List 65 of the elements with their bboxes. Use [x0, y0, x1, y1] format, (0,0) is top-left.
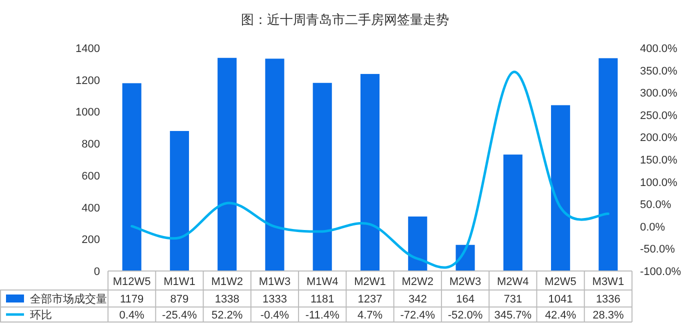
data-label: 345.7% — [494, 310, 532, 322]
data-label: 1336 — [596, 294, 620, 306]
bar — [360, 74, 380, 271]
legend-label: 全部市场成交量 — [30, 292, 107, 306]
x-tick-label: M12W5 — [112, 276, 151, 288]
x-tick-label: M2W5 — [544, 276, 576, 288]
bar — [598, 58, 618, 271]
x-tick-label: M2W4 — [497, 276, 529, 288]
y2-tick-label: 200.0% — [640, 132, 678, 144]
data-label: -52.0% — [448, 310, 483, 322]
x-tick-label: M1W1 — [164, 276, 196, 288]
y2-tick-label: 50.0% — [640, 199, 672, 212]
data-label: 4.7% — [357, 310, 383, 322]
data-label: 342 — [408, 294, 427, 306]
data-label: 731 — [504, 294, 522, 306]
x-tick-label: M2W2 — [402, 276, 434, 288]
x-tick-label: M1W2 — [211, 276, 243, 288]
bar — [503, 154, 522, 271]
y2-tick-label: -50.0% — [640, 244, 676, 256]
x-tick-label: M1W3 — [258, 276, 291, 288]
data-label: -0.4% — [260, 310, 290, 322]
y-tick-label: 200 — [82, 234, 100, 246]
data-label: 42.4% — [544, 310, 576, 322]
bar — [122, 83, 142, 271]
bar — [170, 130, 189, 271]
y2-tick-label: 100.0% — [640, 176, 678, 189]
data-label: 1041 — [548, 294, 573, 306]
y-tick-label: 800 — [82, 138, 100, 151]
data-label: 1237 — [358, 294, 382, 306]
x-tick-label: M2W1 — [354, 276, 386, 288]
bar — [312, 82, 332, 271]
data-label: 52.2% — [211, 310, 243, 322]
y-tick-label: 400 — [82, 202, 100, 214]
data-label: -25.4% — [162, 310, 198, 322]
data-label: 1338 — [214, 294, 240, 306]
x-tick-label: M2W3 — [449, 276, 482, 288]
bar — [218, 58, 237, 271]
bar — [408, 216, 428, 271]
data-label: -72.4% — [400, 310, 436, 322]
y2-tick-label: 300.0% — [640, 88, 678, 100]
y2-tick-label: 400.0% — [640, 43, 678, 55]
y2-tick-label: -100.0% — [640, 266, 682, 278]
chart-title: 图：近十周青岛市二手房网签量走势 — [241, 12, 449, 27]
x-tick-label: M3W1 — [592, 276, 624, 288]
y-tick-label: 0 — [94, 266, 100, 278]
legend-label: 环比 — [30, 308, 52, 322]
y2-tick-label: 250.0% — [640, 110, 678, 122]
y-tick-label: 1400 — [76, 43, 100, 55]
data-label: 879 — [170, 294, 189, 306]
data-label: 164 — [456, 294, 474, 306]
y2-tick-label: 350.0% — [640, 65, 678, 78]
bar — [551, 105, 570, 271]
data-label: 1181 — [310, 294, 334, 306]
y-tick-label: 1200 — [76, 74, 100, 87]
data-label: 0.4% — [119, 310, 145, 322]
bar — [265, 58, 284, 271]
y2-tick-label: 150.0% — [640, 154, 678, 166]
data-label: 28.3% — [592, 310, 624, 322]
data-label: -11.4% — [305, 310, 340, 322]
x-tick-label: M1W4 — [306, 276, 338, 288]
y-tick-label: 1000 — [76, 106, 100, 119]
data-label: 1179 — [120, 294, 144, 306]
data-label: 1333 — [262, 294, 287, 306]
y-tick-label: 600 — [82, 170, 100, 182]
y2-tick-label: 0.0% — [640, 221, 666, 234]
